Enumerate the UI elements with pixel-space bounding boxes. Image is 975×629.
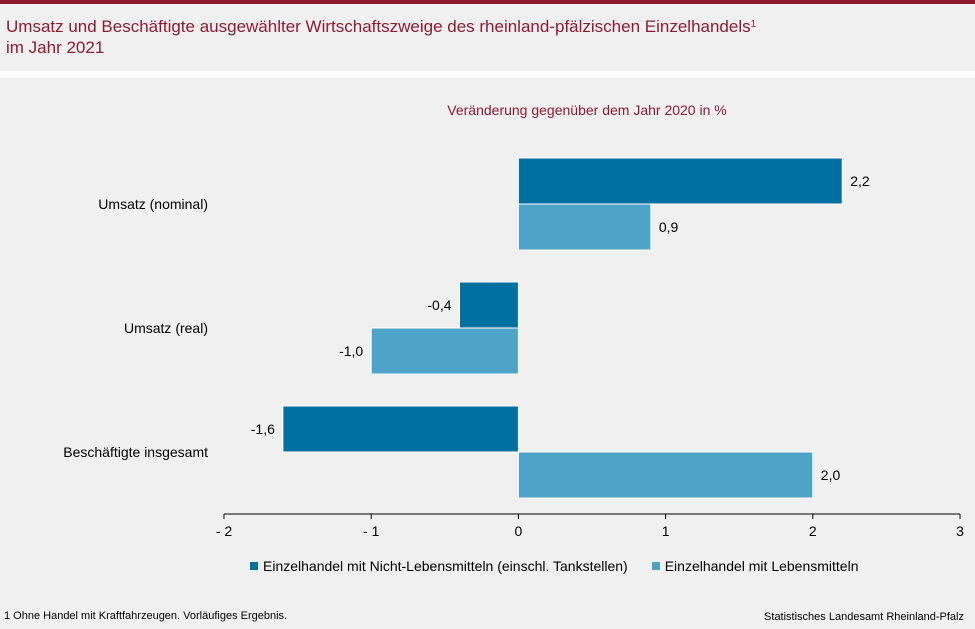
legend: Einzelhandel mit Nicht-Lebensmitteln (ei… — [250, 558, 882, 574]
data-label: -1,0 — [339, 343, 363, 359]
x-tick-label: - 2 — [216, 523, 233, 539]
page-title: Umsatz und Beschäftigte ausgewählter Wir… — [6, 16, 966, 58]
bar — [282, 405, 519, 453]
category-label: Beschäftigte insgesamt — [63, 444, 208, 460]
bar — [517, 157, 843, 205]
category-label: Umsatz (nominal) — [98, 196, 208, 212]
chart-subtitle: Veränderung gegenüber dem Jahr 2020 in % — [447, 102, 726, 118]
title-line-1: Umsatz und Beschäftigte ausgewählter Wir… — [6, 17, 751, 36]
bar — [370, 327, 519, 375]
legend-item-nicht-lebensmittel: Einzelhandel mit Nicht-Lebensmitteln (ei… — [250, 558, 628, 574]
category-labels: Umsatz (nominal) Umsatz (real) Beschäftigt… — [63, 196, 208, 460]
footnote: 1 Ohne Handel mit Kraftfahrzeugen. Vorlä… — [4, 610, 288, 622]
bar — [517, 451, 814, 499]
category-label: Umsatz (real) — [124, 320, 208, 336]
data-label: 2,2 — [850, 173, 870, 189]
header-separator — [0, 71, 975, 78]
top-rule — [0, 0, 975, 4]
data-label: 2,0 — [821, 467, 841, 483]
bars-layer: 2,2 0,9 -0,4 -1,0 -1,6 2,0 — [251, 157, 870, 499]
legend-item-lebensmittel: Einzelhandel mit Lebensmitteln — [651, 558, 859, 574]
legend-label-lebensmittel: Einzelhandel mit Lebensmitteln — [664, 558, 859, 574]
legend-swatch-dark — [250, 562, 258, 570]
data-label: 0,9 — [659, 219, 679, 235]
bar — [459, 281, 519, 329]
x-axis: - 2 - 1 0 1 2 3 — [216, 513, 964, 539]
bar — [517, 203, 652, 251]
legend-swatch-light — [651, 562, 660, 570]
x-tick-label: - 1 — [363, 523, 380, 539]
source-credit: Statistisches Landesamt Rheinland-Pfalz — [764, 611, 964, 623]
x-tick-label: 0 — [515, 523, 523, 539]
x-tick-label: 2 — [809, 523, 817, 539]
title-footnote-marker: 1 — [750, 19, 757, 30]
title-line-2: im Jahr 2021 — [6, 38, 105, 57]
data-label: -1,6 — [251, 421, 275, 437]
legend-label-nicht-lebensmittel: Einzelhandel mit Nicht-Lebensmitteln (ei… — [263, 558, 628, 574]
x-tick-label: 1 — [662, 523, 670, 539]
x-tick-label: 3 — [956, 523, 964, 539]
data-label: -0,4 — [427, 297, 451, 313]
